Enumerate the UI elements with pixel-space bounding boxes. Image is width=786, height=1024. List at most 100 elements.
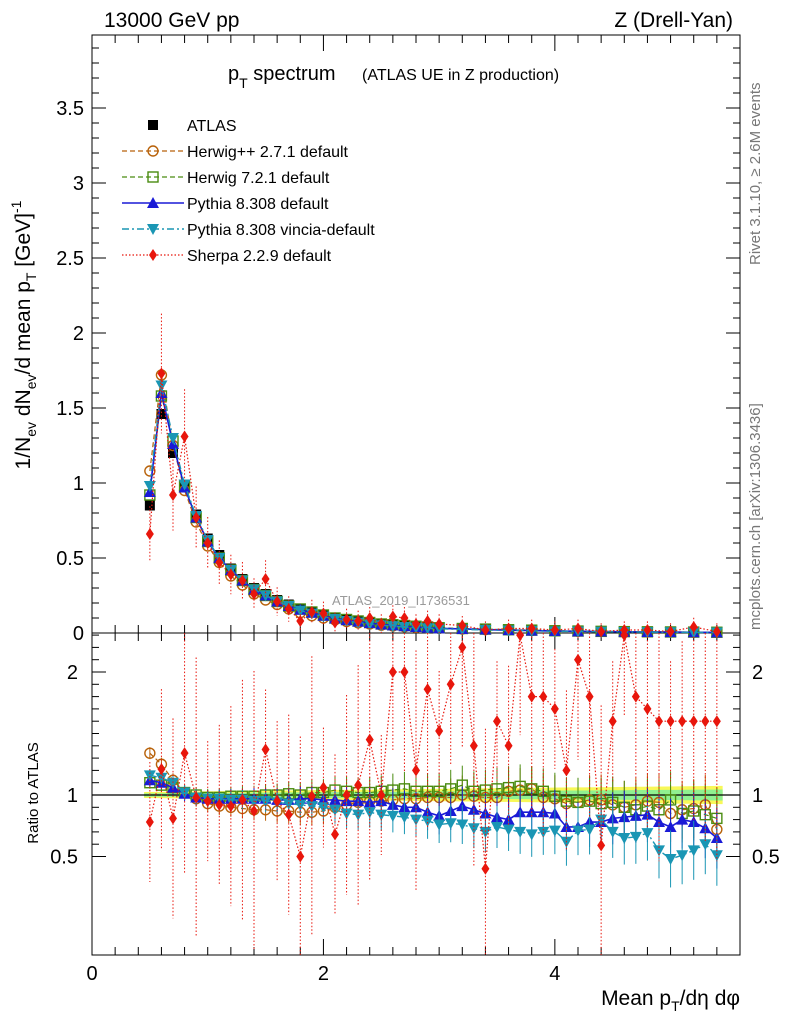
ratio-point bbox=[180, 747, 189, 760]
ratio-point bbox=[386, 810, 399, 822]
legend-marker bbox=[149, 249, 157, 261]
ratio-point bbox=[606, 826, 619, 838]
ratio-xtick-label: 4 bbox=[549, 963, 560, 985]
ratio-ytick-label-right: 2 bbox=[752, 662, 763, 684]
main-ytick-label: 0 bbox=[73, 623, 84, 645]
main-point bbox=[398, 622, 411, 633]
ratio-point bbox=[629, 831, 642, 843]
main-ylabel: 1/Nev dNev/d mean pT [GeV]-1 bbox=[8, 200, 39, 469]
ratio-point bbox=[423, 683, 432, 696]
ratio-point bbox=[169, 812, 177, 825]
ratio-point bbox=[317, 802, 330, 814]
ratio-point bbox=[595, 814, 608, 826]
ratio-point bbox=[410, 814, 422, 826]
ratio-ytick-label: 1 bbox=[67, 785, 78, 807]
ratio-series-layer bbox=[143, 629, 723, 955]
ratio-point bbox=[433, 819, 446, 831]
ratio-point bbox=[548, 825, 561, 837]
watermark-label: ATLAS_2019_I1736531 bbox=[332, 593, 470, 608]
legend-entry-1: Herwig++ 2.7.1 default bbox=[122, 144, 349, 161]
ratio-point bbox=[340, 808, 353, 820]
ratio-point bbox=[155, 772, 168, 784]
ratio-point bbox=[421, 815, 434, 827]
legend-marker bbox=[147, 224, 159, 235]
main-point bbox=[226, 568, 235, 581]
ratio-point bbox=[653, 816, 665, 828]
ratio-point bbox=[273, 795, 282, 808]
ratio-point bbox=[689, 715, 698, 728]
legend-label: ATLAS bbox=[187, 118, 237, 135]
ratio-axis-ticks: 0.5 0.5 1 1 2 2 0 2 4 bbox=[50, 633, 780, 985]
ratio-point bbox=[641, 828, 654, 840]
ratio-point bbox=[678, 715, 687, 728]
legend-label: Pythia 8.308 vincia-default bbox=[187, 222, 375, 239]
ratio-point bbox=[400, 666, 409, 678]
ratio-point bbox=[597, 839, 606, 852]
legend-label: Herwig++ 2.7.1 default bbox=[187, 144, 349, 161]
ratio-point bbox=[527, 690, 536, 703]
main-point bbox=[423, 615, 432, 627]
ratio-point bbox=[618, 833, 631, 845]
main-point bbox=[273, 595, 282, 608]
ratio-ytick-label-right: 1 bbox=[752, 785, 763, 807]
ratio-point bbox=[352, 809, 365, 821]
ratio-point bbox=[375, 809, 388, 821]
ratio-point bbox=[329, 804, 341, 816]
main-point bbox=[412, 618, 420, 630]
main-point bbox=[169, 489, 177, 501]
main-ytick-label: 3 bbox=[73, 173, 84, 195]
main-point bbox=[250, 588, 258, 600]
ratio-point bbox=[525, 829, 538, 841]
ratio-point bbox=[456, 819, 469, 831]
main-point bbox=[527, 622, 536, 635]
main-point bbox=[155, 387, 168, 398]
legend-label: Pythia 8.308 default bbox=[187, 196, 329, 213]
ratio-point bbox=[631, 690, 640, 703]
ratio-point bbox=[676, 850, 689, 862]
main-point bbox=[192, 511, 201, 524]
ratio-point bbox=[435, 725, 444, 738]
main-point bbox=[504, 622, 513, 635]
main-point bbox=[178, 479, 191, 491]
ratio-point bbox=[145, 816, 154, 829]
ratio-point bbox=[167, 777, 179, 789]
ratio-point bbox=[467, 823, 480, 835]
main-point bbox=[238, 574, 247, 587]
chart-title: pT spectrum bbox=[228, 63, 336, 91]
main-point bbox=[167, 433, 179, 444]
ratio-point bbox=[144, 747, 156, 759]
main-ytick-label: 2 bbox=[73, 323, 84, 345]
ratio-point bbox=[710, 850, 723, 862]
ratio-point bbox=[294, 799, 307, 811]
ratio-point bbox=[666, 715, 675, 728]
ratio-point bbox=[388, 666, 397, 678]
ratio-point bbox=[514, 826, 527, 838]
ratio-point bbox=[537, 826, 550, 838]
legend-entry-2: Herwig 7.2.1 default bbox=[122, 170, 330, 187]
main-point bbox=[400, 612, 409, 624]
legend-entry-0: ATLAS bbox=[148, 118, 237, 135]
ratio-point bbox=[504, 739, 513, 752]
main-point bbox=[144, 500, 155, 511]
main-ytick-label: 0.5 bbox=[56, 548, 84, 570]
ratio-point bbox=[354, 779, 363, 792]
ratio-point bbox=[250, 804, 258, 817]
ratio-point bbox=[238, 793, 247, 806]
ratio-point bbox=[157, 763, 166, 776]
legend-entry-4: Pythia 8.308 vincia-default bbox=[122, 222, 375, 239]
main-ytick-label: 1.5 bbox=[56, 398, 84, 420]
main-point bbox=[689, 621, 698, 633]
main-point bbox=[435, 618, 444, 630]
ratio-point bbox=[699, 839, 712, 851]
ratio-point bbox=[620, 629, 629, 642]
ratio-point bbox=[664, 853, 677, 865]
legend-entry-3: Pythia 8.308 default bbox=[122, 196, 329, 213]
main-point bbox=[143, 481, 156, 492]
main-point bbox=[296, 615, 305, 627]
ratio-point bbox=[342, 789, 351, 801]
ratio-point bbox=[444, 818, 457, 830]
ratio-ytick-label: 0.5 bbox=[50, 847, 78, 869]
legend: ATLAS Herwig++ 2.7.1 default Herwig 7.2.1 … bbox=[122, 118, 375, 265]
main-series-layer bbox=[143, 313, 723, 639]
ratio-point bbox=[433, 785, 445, 798]
